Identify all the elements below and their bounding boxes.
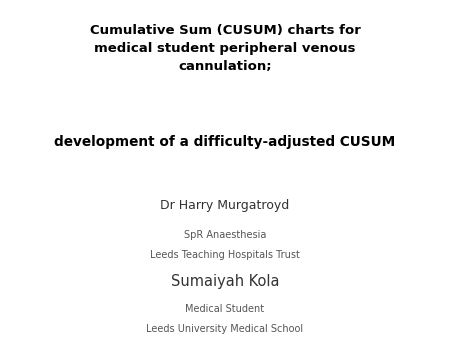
Text: development of a difficulty-adjusted CUSUM: development of a difficulty-adjusted CUS… [54, 135, 396, 149]
Text: SpR Anaesthesia: SpR Anaesthesia [184, 230, 266, 240]
Text: Leeds University Medical School: Leeds University Medical School [146, 324, 304, 335]
Text: Medical Student: Medical Student [185, 304, 265, 314]
Text: Sumaiyah Kola: Sumaiyah Kola [171, 274, 279, 289]
Text: Cumulative Sum (CUSUM) charts for
medical student peripheral venous
cannulation;: Cumulative Sum (CUSUM) charts for medica… [90, 24, 360, 73]
Text: Leeds Teaching Hospitals Trust: Leeds Teaching Hospitals Trust [150, 250, 300, 260]
Text: Dr Harry Murgatroyd: Dr Harry Murgatroyd [160, 199, 290, 212]
